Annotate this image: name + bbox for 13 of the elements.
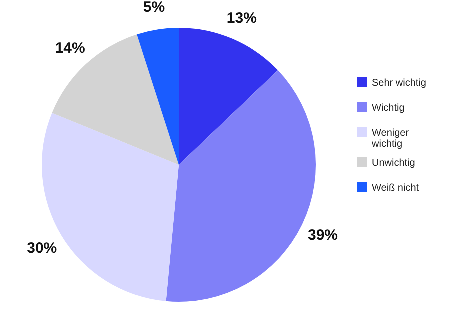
data-label: 13% [226,10,257,28]
legend-label: Weiß nicht [372,183,420,194]
pie-slice [52,34,179,165]
legend-label: Wichtig [372,103,405,114]
legend-label: Weniger wichtig [371,128,410,150]
pie-slice [179,28,278,165]
data-label: 5% [143,0,166,16]
data-label: 14% [55,40,86,57]
legend-label: Sehr wichtig [372,78,426,89]
pie-slice [137,28,179,165]
legend-label: Unwichtig [372,158,416,169]
data-label: 39% [308,226,338,244]
data-label: 30% [27,240,58,258]
